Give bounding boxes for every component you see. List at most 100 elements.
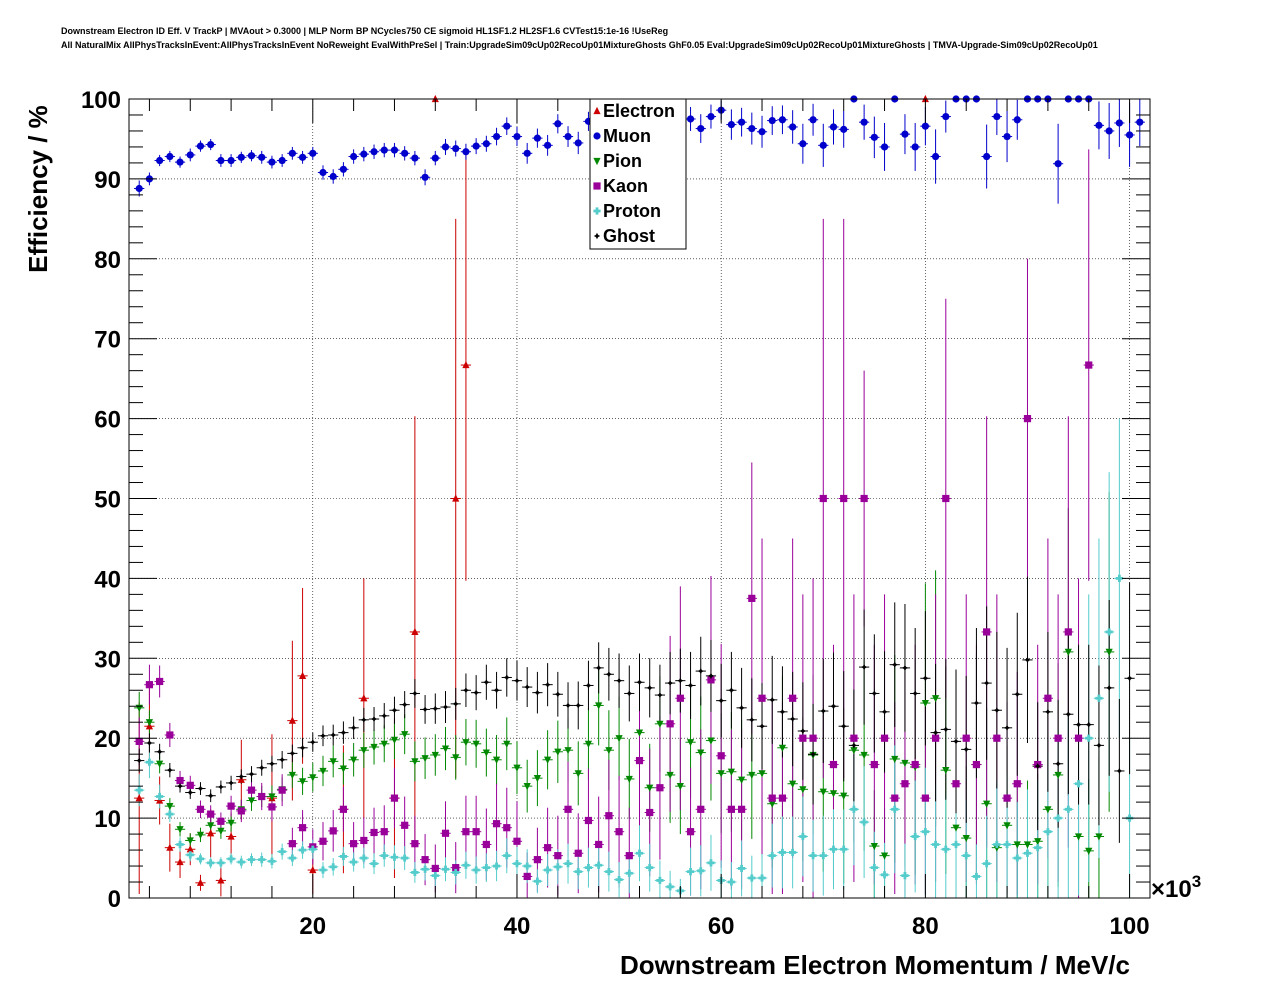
pion-point [697, 749, 705, 757]
ghost-point [187, 789, 194, 796]
ghost-point [697, 667, 704, 675]
kaon-point [983, 628, 991, 636]
proton-point [564, 860, 572, 868]
proton-point [217, 859, 225, 867]
kaon-point [1013, 780, 1021, 788]
pion-point [503, 740, 511, 748]
muon-point [196, 142, 205, 150]
proton-point [227, 855, 235, 863]
kaon-point [748, 594, 756, 602]
electron-point [309, 865, 317, 874]
muon-point [390, 146, 399, 154]
proton-point [482, 864, 490, 872]
proton-point [635, 849, 644, 857]
kaon-point [176, 776, 184, 785]
proton-point [574, 868, 582, 876]
proton-point [135, 786, 143, 794]
proton-point [421, 865, 429, 873]
muon-point [207, 140, 215, 149]
muon-point [278, 156, 286, 165]
muon-point [258, 153, 266, 161]
kaon-point [503, 824, 511, 832]
kaon-point [1085, 361, 1093, 369]
proton-point [492, 862, 501, 870]
proton-point [921, 828, 929, 836]
legend-proton-label: Proton [603, 201, 661, 221]
pion-point [1054, 771, 1062, 780]
kaon-point [390, 794, 399, 802]
kaon-point [135, 737, 143, 745]
pion-point [840, 792, 848, 800]
ghost-point [442, 703, 449, 711]
muon-point [462, 148, 470, 156]
muon-point [1105, 127, 1113, 135]
kaon-point [380, 828, 388, 836]
muon-point [983, 152, 991, 161]
ghost-point [932, 729, 939, 736]
ghost-point [952, 738, 960, 745]
ghost-point [391, 707, 398, 714]
proton-point [1044, 828, 1052, 836]
pion-point [186, 837, 194, 845]
muon-point [339, 165, 348, 173]
proton-point [278, 848, 286, 856]
ghost-point [1105, 684, 1113, 692]
ghost-point [156, 748, 163, 755]
pion-point [656, 720, 664, 728]
pion-point [860, 751, 868, 760]
proton-point [329, 863, 337, 871]
pion-point [952, 824, 960, 832]
pion-point [339, 765, 348, 773]
pion-point [298, 778, 307, 786]
ghost-point [319, 732, 327, 740]
kaon-point [942, 494, 950, 503]
ghost-point [973, 699, 980, 707]
pion-point [635, 729, 644, 737]
pion-point [891, 755, 899, 764]
pion-point [1003, 822, 1011, 830]
proton-point [993, 840, 1001, 849]
muon-point [738, 118, 746, 126]
proton-point [1003, 840, 1011, 849]
proton-point [819, 852, 827, 860]
pion-point [1034, 838, 1042, 846]
muon-point [860, 118, 868, 126]
ghost-point [472, 689, 480, 696]
muon-point [166, 152, 174, 161]
proton-point [1085, 734, 1093, 742]
pion-point [309, 774, 317, 782]
pion-point [380, 740, 388, 748]
proton-point [472, 866, 480, 874]
muon-point [768, 116, 776, 125]
header-line-2: All NaturalMix AllPhysTracksInEvent:AllP… [61, 40, 1098, 50]
proton-point [1115, 574, 1123, 582]
y-tick-label: 0 [108, 886, 121, 913]
kaon-point [778, 794, 787, 802]
pion-point [768, 800, 776, 808]
pion-point [217, 827, 225, 835]
proton-point [799, 832, 807, 841]
muon-point [880, 143, 889, 151]
legend-box [589, 98, 687, 250]
kaon-point [207, 810, 215, 818]
x-tick-label: 60 [708, 913, 735, 940]
axis-ticks [129, 98, 1150, 899]
muon-point [574, 139, 582, 147]
kaon-point [605, 812, 613, 820]
ghost-point [207, 792, 214, 799]
electron-point [452, 494, 460, 502]
pion-point [993, 844, 1001, 852]
proton-point [196, 855, 205, 863]
ghost-point [748, 716, 756, 724]
proton-point [778, 848, 787, 857]
ghost-point [493, 687, 500, 694]
ghost-point [738, 704, 745, 712]
kaon-point [972, 760, 981, 769]
tick-labels: 0 10 20 30 40 50 60 70 80 90 100 20 40 60 80 100 [81, 87, 1150, 940]
pion-point [145, 719, 154, 727]
ghost-point [922, 675, 929, 682]
kaon-point [891, 794, 899, 802]
pion-point [758, 770, 766, 778]
muon-point [1095, 121, 1103, 129]
ghost-point [963, 746, 970, 753]
